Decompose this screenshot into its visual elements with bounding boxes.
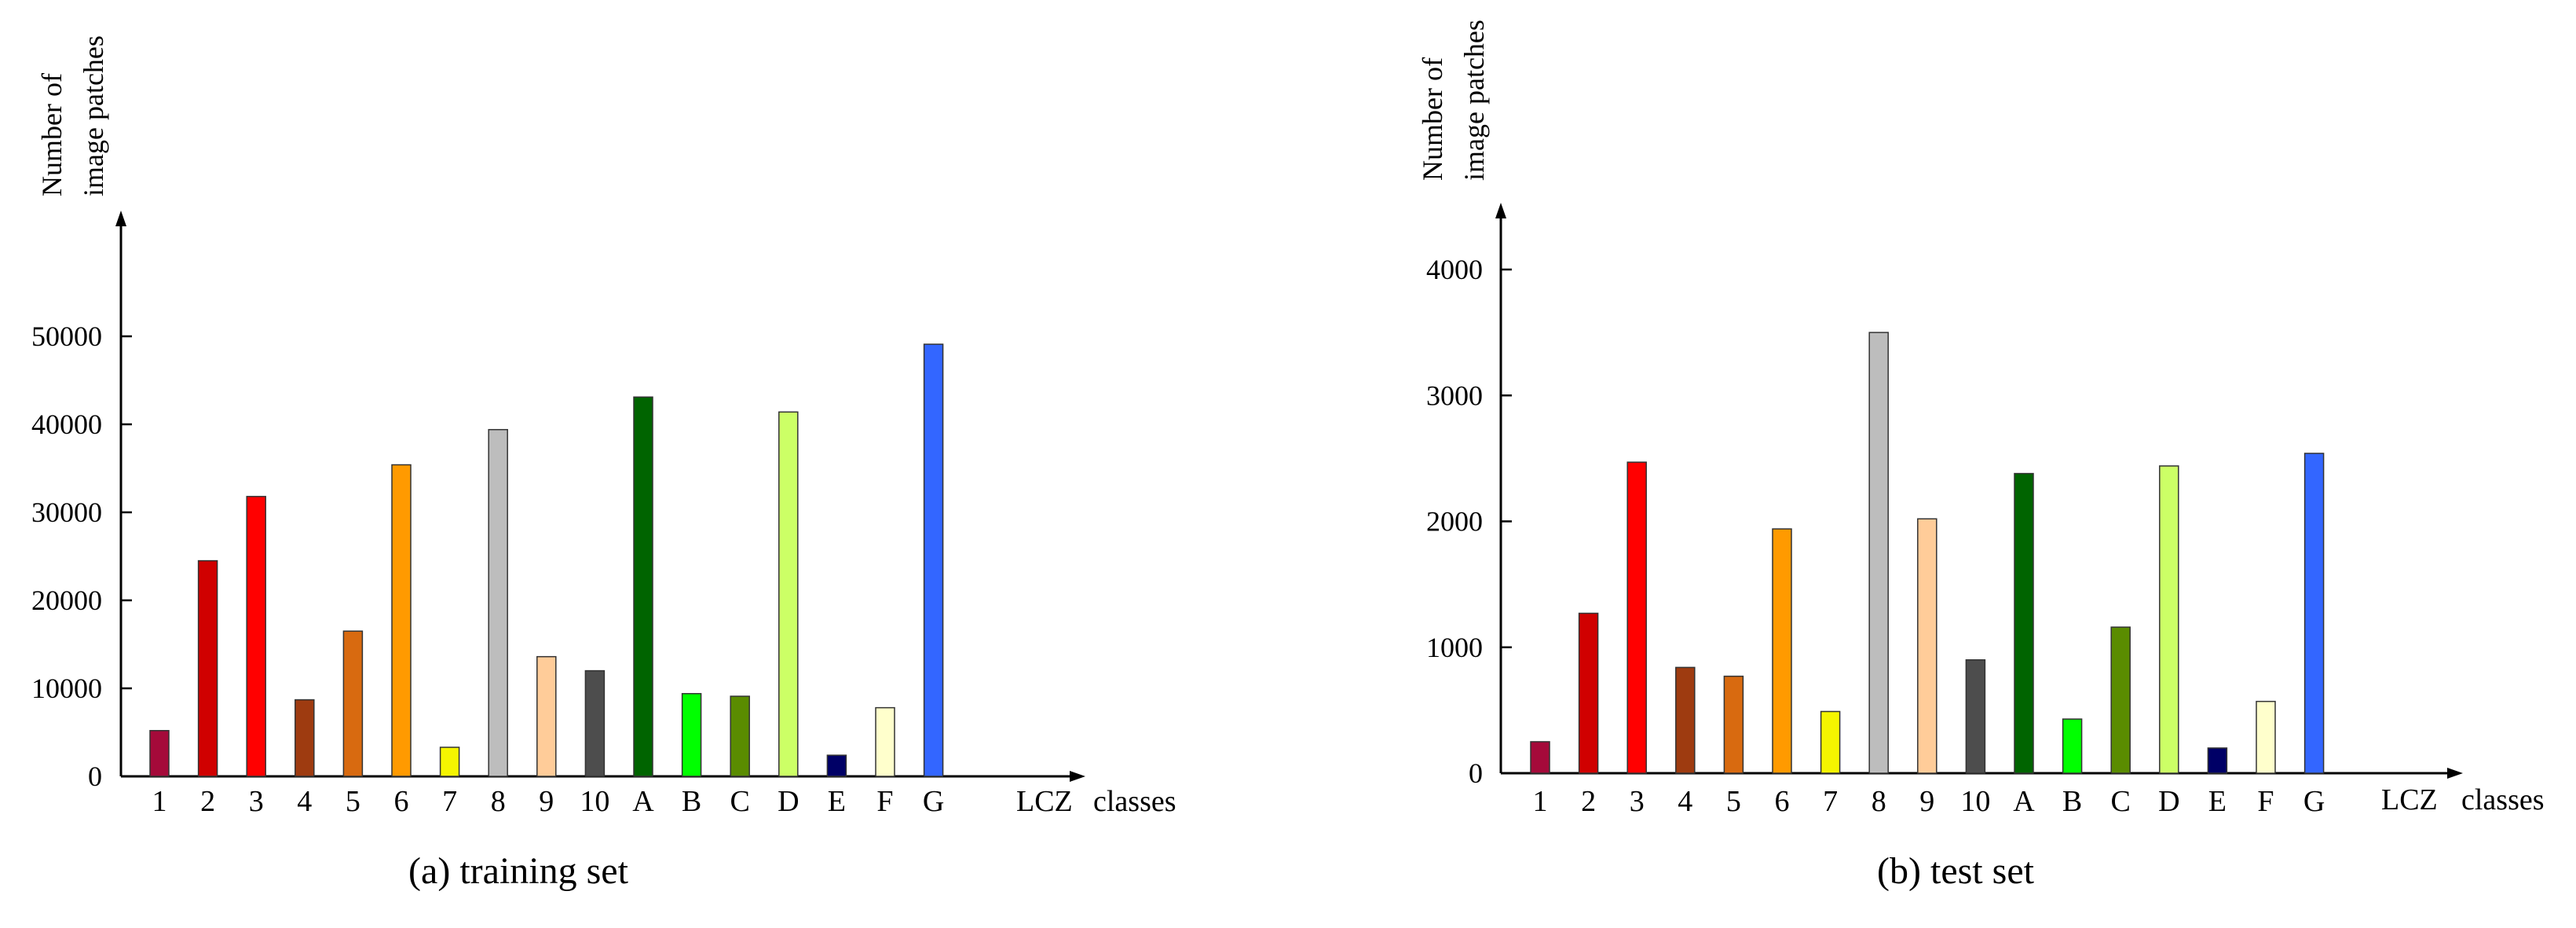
chart-title: (a) training set bbox=[408, 850, 629, 892]
x-tick-label: G bbox=[923, 785, 944, 818]
x-tick-label: 8 bbox=[491, 785, 506, 818]
x-axis-arrow bbox=[2447, 768, 2463, 779]
x-axis-label: classes bbox=[1093, 785, 1176, 818]
bar-2 bbox=[1578, 612, 1599, 774]
y-tick-label: 0 bbox=[1469, 757, 1483, 789]
x-tick-label: C bbox=[2111, 785, 2131, 818]
x-tick-label: 7 bbox=[1823, 785, 1838, 818]
y-tick-label: 4000 bbox=[1426, 254, 1483, 285]
y-axis-label-line1: Number of bbox=[1417, 57, 1448, 181]
x-tick-label: B bbox=[682, 785, 701, 818]
bar-8 bbox=[488, 428, 508, 777]
bar-F bbox=[2256, 700, 2276, 774]
bar-G bbox=[2303, 453, 2325, 774]
x-tick-label: D bbox=[2158, 785, 2179, 818]
x-tick-label: 4 bbox=[1678, 785, 1692, 818]
bar-9 bbox=[1917, 518, 1937, 774]
x-tick-label: 6 bbox=[394, 785, 409, 818]
x-tick-label: E bbox=[828, 785, 846, 818]
x-tick-label: 2 bbox=[1581, 785, 1596, 818]
bar-1 bbox=[1530, 741, 1550, 774]
bar-3 bbox=[1626, 461, 1647, 774]
bar-8 bbox=[1868, 332, 1889, 774]
bar-D bbox=[2159, 465, 2179, 774]
y-tick-label: 40000 bbox=[31, 409, 102, 440]
bar-6 bbox=[1772, 528, 1792, 774]
bar-G bbox=[923, 343, 944, 777]
bar-A bbox=[633, 396, 653, 777]
x-tick-label: G bbox=[2303, 785, 2325, 818]
bar-E bbox=[826, 754, 847, 777]
x-tick-label: F bbox=[876, 785, 893, 818]
bar-D bbox=[778, 411, 799, 777]
bar-10 bbox=[584, 669, 606, 777]
bar-2 bbox=[197, 559, 218, 777]
bar-4 bbox=[295, 699, 315, 777]
y-tick-label: 30000 bbox=[31, 497, 102, 528]
x-tick-label: A bbox=[632, 785, 654, 818]
y-tick-label: 2000 bbox=[1426, 506, 1483, 537]
x-tick-label: 10 bbox=[1960, 785, 1990, 818]
x-tick-label: 3 bbox=[1630, 785, 1645, 818]
x-axis-label-prefix: LCZ bbox=[2381, 783, 2438, 816]
x-tick-label: E bbox=[2208, 785, 2227, 818]
y-axis-label-line2: image patches bbox=[78, 35, 109, 196]
bar-E bbox=[2207, 747, 2228, 774]
y-axis-arrow bbox=[1495, 203, 1506, 218]
x-axis-label: classes bbox=[2461, 783, 2545, 816]
y-axis-arrow bbox=[115, 211, 126, 226]
x-tick-label: 3 bbox=[249, 785, 264, 818]
x-tick-label: 10 bbox=[580, 785, 609, 818]
x-tick-label: B bbox=[2062, 785, 2082, 818]
bar-7 bbox=[1820, 710, 1841, 774]
bar-7 bbox=[439, 746, 460, 777]
bar-6 bbox=[391, 464, 412, 777]
y-tick-label: 3000 bbox=[1426, 380, 1483, 411]
y-tick-label: 1000 bbox=[1426, 632, 1483, 663]
bar-1 bbox=[149, 730, 170, 777]
x-axis-arrow bbox=[1070, 771, 1085, 782]
x-tick-label: 7 bbox=[442, 785, 457, 818]
bar-A bbox=[2014, 472, 2034, 774]
x-tick-label: D bbox=[778, 785, 799, 818]
y-tick-label: 0 bbox=[88, 761, 102, 792]
bar-B bbox=[681, 692, 702, 777]
x-tick-label: 9 bbox=[539, 785, 554, 818]
chart-test-set: Number of image patches 0 1000 2000 3000 400… bbox=[1417, 20, 2545, 892]
y-axis-label-line1: Number of bbox=[36, 73, 68, 196]
x-tick-label: 1 bbox=[152, 785, 167, 818]
bar-5 bbox=[1723, 675, 1744, 774]
chart-title: (b) test set bbox=[1877, 850, 2035, 892]
x-tick-label: F bbox=[2257, 785, 2274, 818]
x-tick-label: 4 bbox=[297, 785, 312, 818]
x-tick-label: 5 bbox=[1726, 785, 1741, 818]
y-axis-label-line2: image patches bbox=[1458, 20, 1490, 181]
bar-4 bbox=[1675, 666, 1696, 774]
x-tick-label: 6 bbox=[1775, 785, 1790, 818]
chart-training-set: Number of image patches 0 10000 20000 30000… bbox=[31, 35, 1176, 892]
x-tick-label: C bbox=[730, 785, 750, 818]
x-tick-label: 5 bbox=[346, 785, 360, 818]
y-tick-label: 20000 bbox=[31, 585, 102, 616]
x-tick-label: 1 bbox=[1533, 785, 1548, 818]
x-tick-label: 9 bbox=[1919, 785, 1934, 818]
y-tick-label: 50000 bbox=[31, 321, 102, 352]
bar-F bbox=[875, 706, 895, 777]
bar-C bbox=[730, 695, 750, 777]
bar-3 bbox=[246, 496, 266, 777]
bar-C bbox=[2110, 626, 2131, 774]
bar-10 bbox=[1965, 659, 1986, 774]
x-tick-label: 8 bbox=[1872, 785, 1886, 818]
x-tick-label: A bbox=[2013, 785, 2035, 818]
x-axis-label-prefix: LCZ bbox=[1016, 785, 1073, 818]
x-tick-label: 2 bbox=[200, 785, 215, 818]
y-tick-label: 10000 bbox=[31, 673, 102, 704]
bar-B bbox=[2062, 718, 2083, 774]
bar-5 bbox=[342, 630, 364, 777]
bar-9 bbox=[536, 655, 557, 777]
